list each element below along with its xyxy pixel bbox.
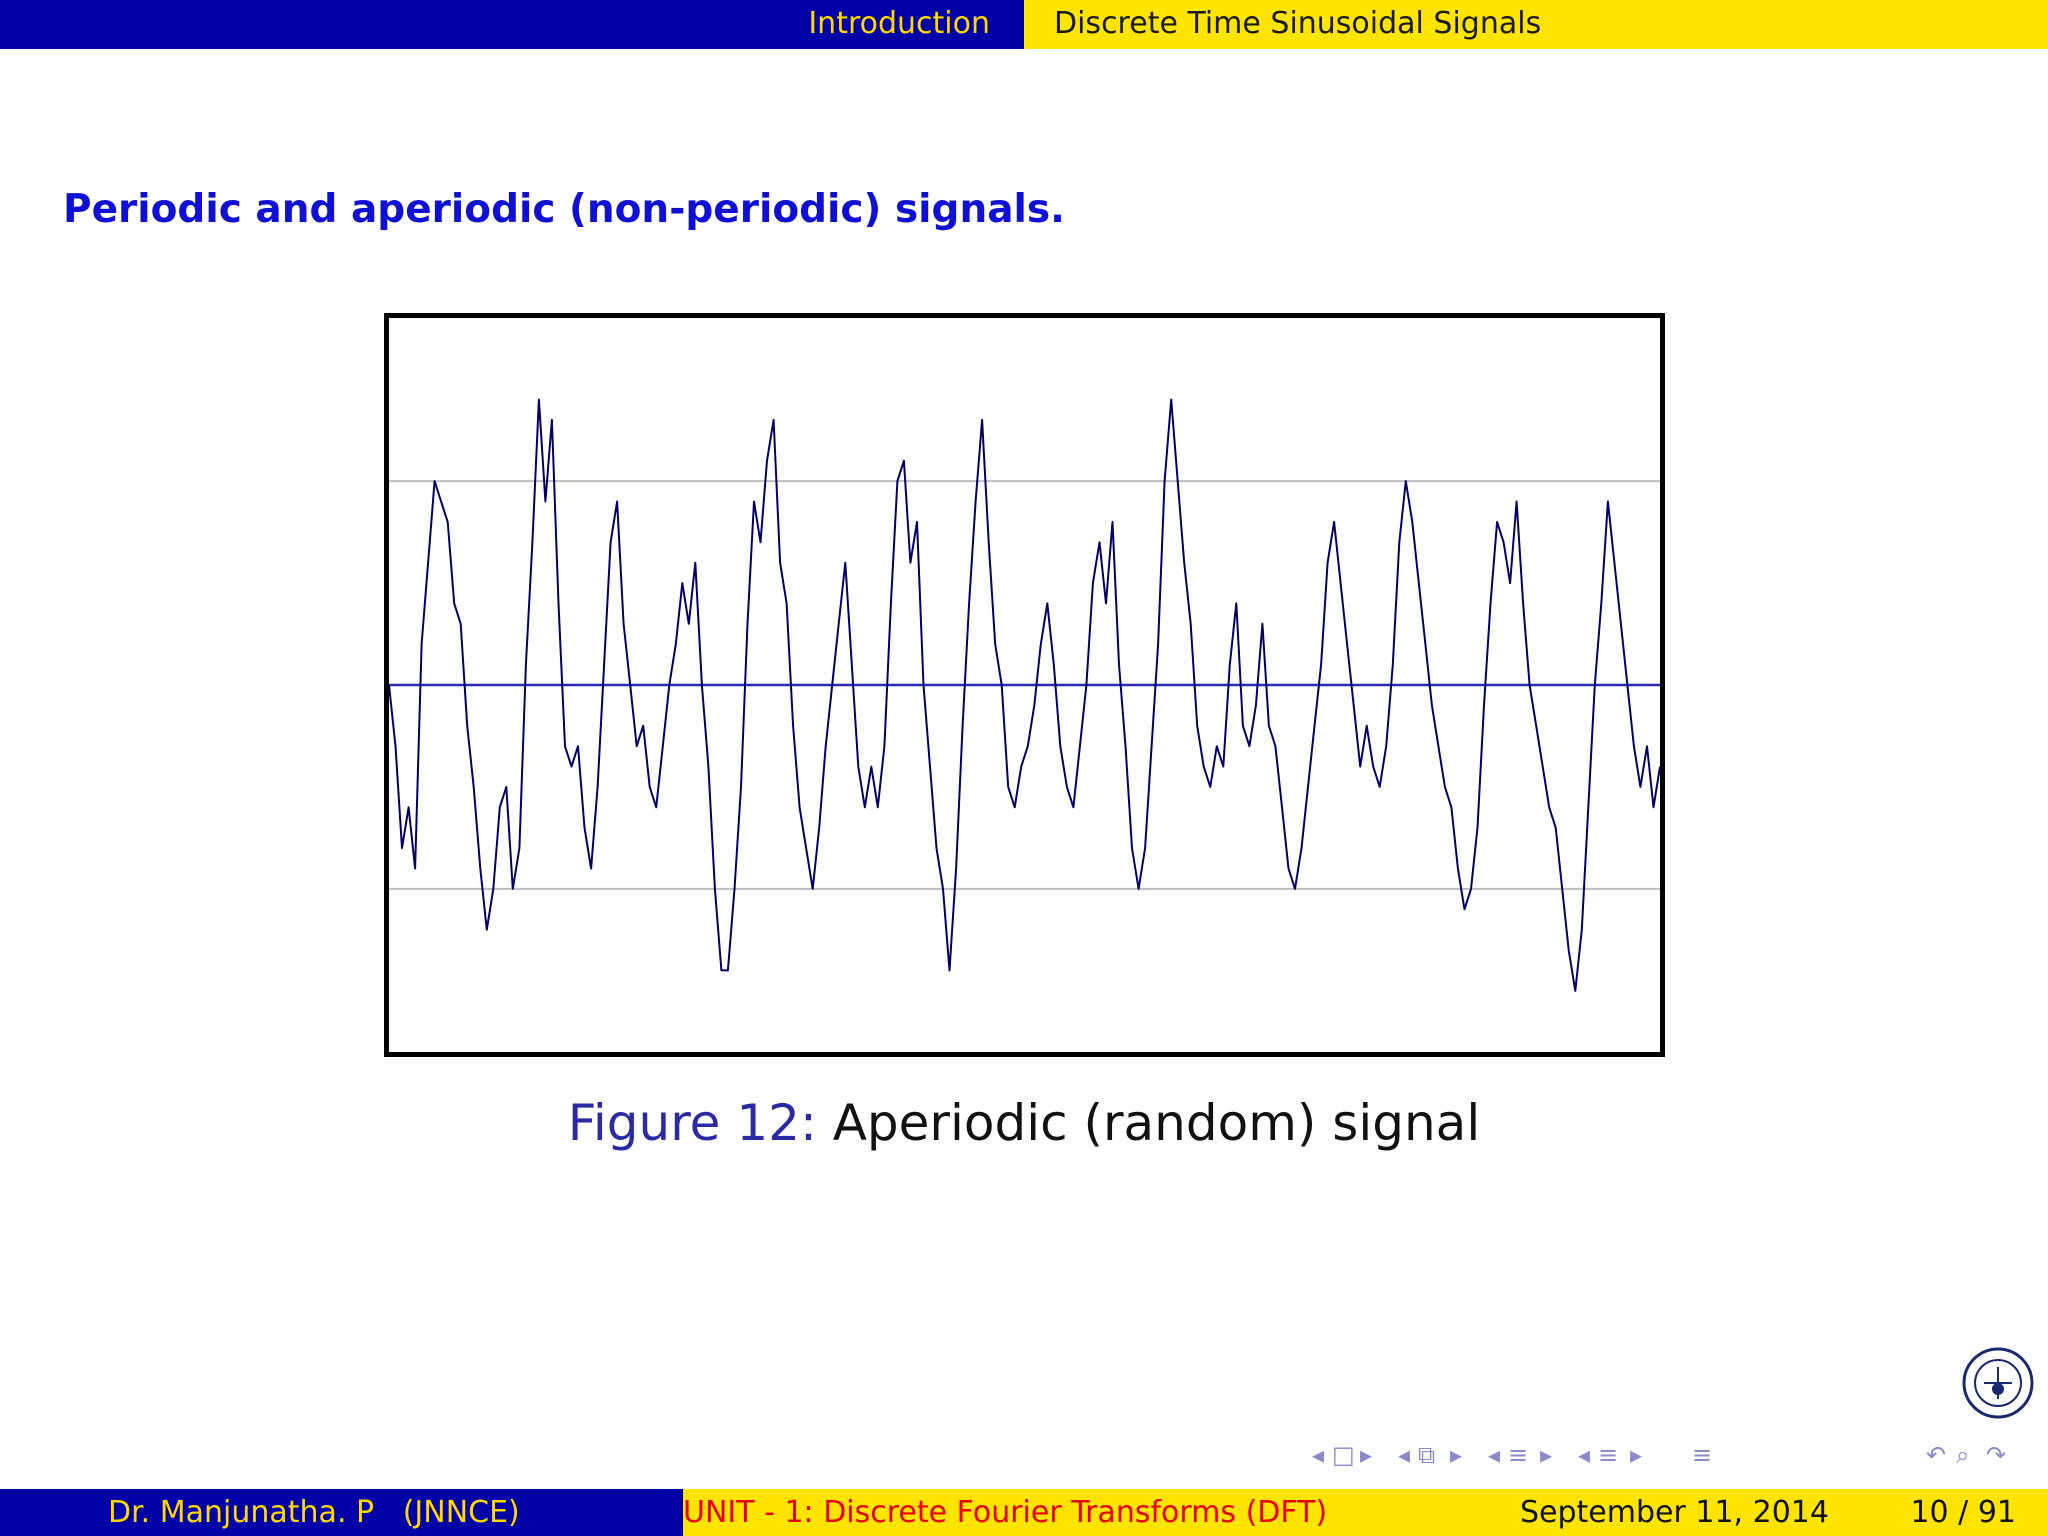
signal-chart [389, 398, 1660, 992]
caption-text: Aperiodic (random) signal [832, 1094, 1481, 1152]
caption-label: Figure 12: [567, 1094, 817, 1152]
nav-next-icon[interactable]: ▸ [1450, 1441, 1463, 1469]
subsection-icon[interactable]: ⧉ [1418, 1441, 1436, 1469]
nav-prev-icon[interactable]: ◂ [1578, 1441, 1591, 1469]
nav-next-icon[interactable]: ▸ [1360, 1441, 1373, 1469]
footer-author: Dr. Manjunatha. P (JNNCE) [108, 1495, 520, 1530]
section-introduction[interactable]: Introduction [808, 6, 990, 41]
search-icon[interactable]: ⌕ [1956, 1441, 1970, 1469]
header-right: Discrete Time Sinusoidal Signals [1024, 0, 2048, 49]
footer-date-section: September 11, 2014 10 / 91 [1366, 1489, 2048, 1536]
footer-bar: Dr. Manjunatha. P (JNNCE) UNIT - 1: Disc… [0, 1489, 2048, 1536]
beamer-navigation: ◂ □ ▸ ◂ ⧉ ▸ ◂ ≡ ▸ ◂ ≡ ▸ ≡ ↶ ⌕ ↷ [1312, 1438, 2032, 1472]
footer-author-section: Dr. Manjunatha. P (JNNCE) [0, 1489, 683, 1536]
section-icon[interactable]: ≡ [1508, 1441, 1529, 1469]
slide-title: Periodic and aperiodic (non-periodic) si… [63, 187, 1065, 232]
nav-prev-icon[interactable]: ◂ [1398, 1441, 1411, 1469]
nav-next-icon[interactable]: ▸ [1540, 1441, 1553, 1469]
undo-icon[interactable]: ↶ [1926, 1441, 1947, 1469]
footer-date: September 11, 2014 [1520, 1495, 1829, 1530]
college-logo [1962, 1347, 2034, 1419]
header-left: Introduction [0, 0, 1024, 49]
signal-line [389, 398, 1660, 992]
section-discrete-time-sinusoidal[interactable]: Discrete Time Sinusoidal Signals [1054, 6, 1542, 41]
footer-title-section: UNIT - 1: Discrete Fourier Transforms (D… [683, 1489, 1366, 1536]
footer-page-number: 10 / 91 [1910, 1495, 2016, 1530]
nav-prev-icon[interactable]: ◂ [1488, 1441, 1501, 1469]
section-icon[interactable]: ≡ [1598, 1441, 1619, 1469]
redo-icon[interactable]: ↷ [1986, 1441, 2007, 1469]
figure-caption: Figure 12: Aperiodic (random) signal [0, 1094, 2048, 1152]
footer-unit-title: UNIT - 1: Discrete Fourier Transforms (D… [683, 1495, 1328, 1530]
nav-prev-icon[interactable]: ◂ [1312, 1441, 1325, 1469]
figure-frame [384, 313, 1665, 1057]
frame-icon[interactable]: □ [1332, 1441, 1355, 1469]
align-icon[interactable]: ≡ [1692, 1441, 1713, 1469]
header-bar: Introduction Discrete Time Sinusoidal Si… [0, 0, 2048, 49]
nav-next-icon[interactable]: ▸ [1630, 1441, 1643, 1469]
